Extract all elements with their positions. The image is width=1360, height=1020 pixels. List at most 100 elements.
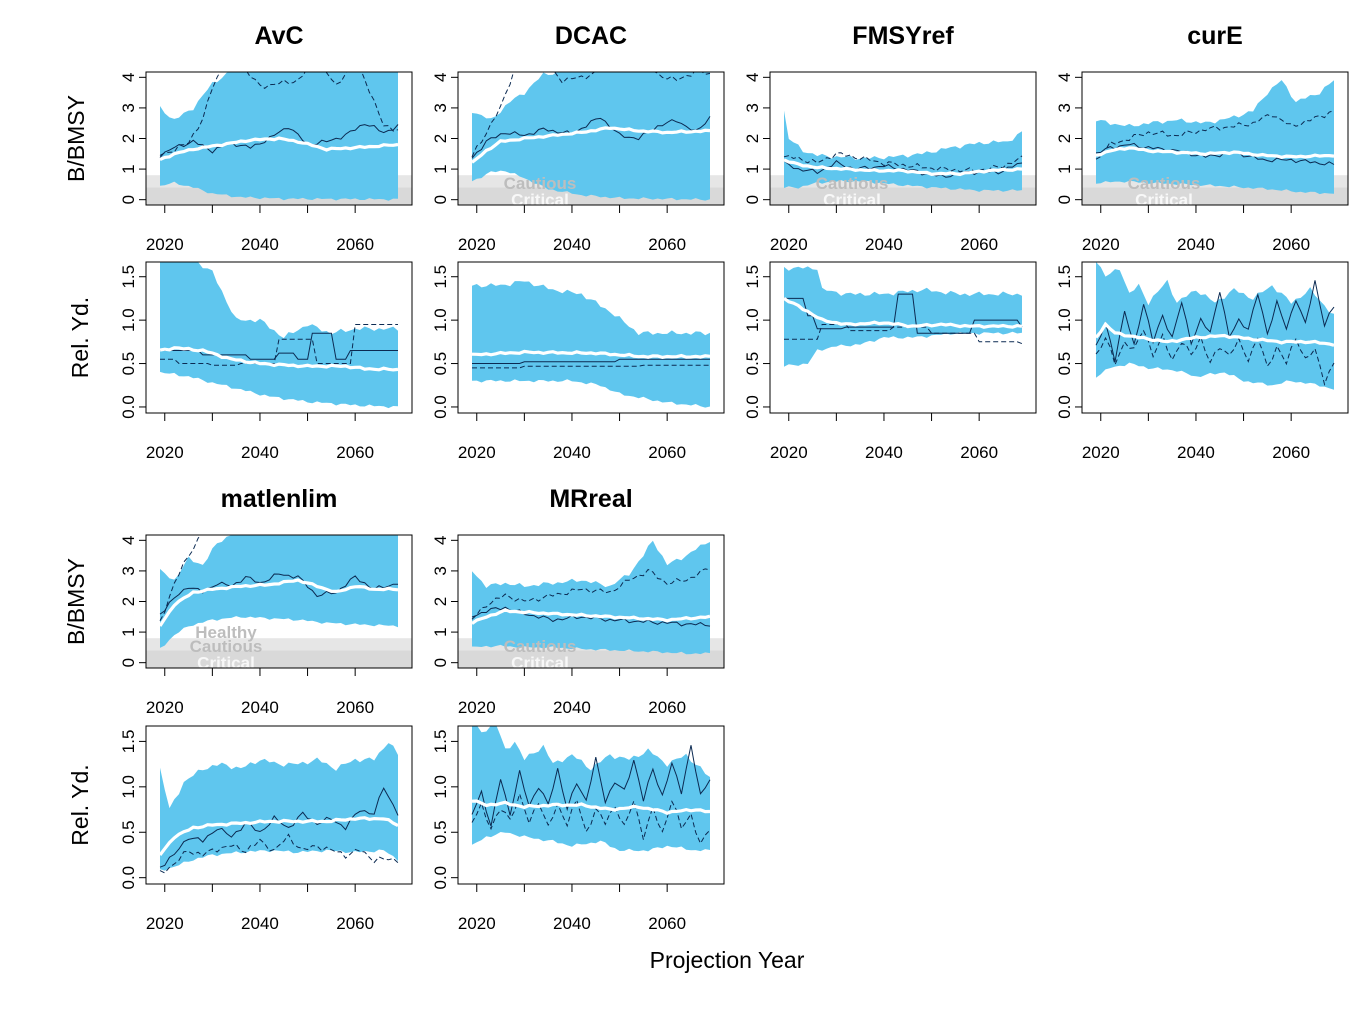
y-tick-label: 1 <box>743 164 762 173</box>
y-tick-label: 4 <box>743 73 762 82</box>
y-tick-label: 2 <box>431 134 450 143</box>
panel-frame <box>769 261 1037 414</box>
zone-label-healthy: Healthy <box>195 623 257 642</box>
y-tick-label: 2 <box>1055 134 1074 143</box>
zone-label-critical: Critical <box>197 654 255 673</box>
mp-title: AvC <box>254 22 303 50</box>
y-tick-label: 1 <box>119 164 138 173</box>
panel-y-mrreal: 0.0 0.5 1.0 1.5 2020 2040 2060 <box>431 725 725 933</box>
zone-label-cautious: Cautious <box>1128 174 1201 193</box>
y-tick-label: 0.0 <box>1055 395 1074 419</box>
x-tick-label: 2040 <box>865 443 903 462</box>
y-tick-label: 3 <box>1055 103 1074 112</box>
panel-y-fmsyref: 0.0 0.5 1.0 1.5 2020 2040 2060 <box>743 261 1037 462</box>
x-tick-label: 2020 <box>146 698 184 717</box>
y-tick-label: 1.5 <box>1055 265 1074 289</box>
y-tick-label: 0.5 <box>1055 352 1074 376</box>
x-tick-label: 2020 <box>1082 443 1120 462</box>
worm-line-dashed <box>471 568 711 620</box>
mp-title: FMSYref <box>852 22 954 50</box>
median-line <box>471 799 711 816</box>
x-axis-title: Projection Year <box>650 947 805 973</box>
zone-label-cautious: Cautious <box>504 637 577 656</box>
x-tick-label: 2060 <box>336 914 374 933</box>
x-tick-label: 2060 <box>336 698 374 717</box>
y-tick-label: 1.5 <box>431 265 450 289</box>
y-tick-label: 1.0 <box>119 308 138 332</box>
worm-line-dashed <box>784 324 1023 345</box>
uncertainty-band <box>784 110 1022 192</box>
zone-label-cautious: Cautious <box>190 637 263 656</box>
x-tick-label: 2040 <box>553 235 591 254</box>
y-axis-title-yield: Rel. Yd. <box>67 764 93 845</box>
y-tick-label: 1 <box>431 164 450 173</box>
uncertainty-band <box>160 535 398 648</box>
y-tick-label: 1.5 <box>431 730 450 754</box>
y-tick-label: 1.0 <box>119 775 138 799</box>
median-line <box>471 126 711 164</box>
uncertainty-band <box>160 743 398 871</box>
mp-title: DCAC <box>555 22 627 50</box>
median-line <box>783 297 1023 329</box>
panel-y-cure: 0.0 0.5 1.0 1.5 2020 2040 2060 <box>1055 261 1349 462</box>
y-tick-label: 0.5 <box>119 352 138 376</box>
y-tick-label: 1.5 <box>119 265 138 289</box>
x-tick-label: 2020 <box>146 443 184 462</box>
y-tick-label: 3 <box>743 103 762 112</box>
x-tick-label: 2020 <box>770 443 808 462</box>
mp-title: curE <box>1187 22 1243 50</box>
median-line <box>1095 146 1335 159</box>
panel-frame <box>1081 261 1349 414</box>
x-tick-label: 2060 <box>1272 235 1310 254</box>
zone-critical <box>458 650 724 668</box>
y-axis-title-biomass: B/BMSY <box>63 558 89 645</box>
y-tick-label: 0.0 <box>119 395 138 419</box>
zone-label-critical: Critical <box>823 191 881 210</box>
worm-line-solid <box>784 293 1023 334</box>
x-tick-label: 2020 <box>458 698 496 717</box>
y-tick-label: 1.0 <box>431 308 450 332</box>
x-tick-label: 2040 <box>241 914 279 933</box>
x-tick-label: 2020 <box>146 914 184 933</box>
y-tick-label: 0 <box>119 658 138 667</box>
y-tick-label: 1.0 <box>431 775 450 799</box>
worm-line-solid <box>159 573 399 615</box>
median-line <box>1094 321 1335 347</box>
panel-b-avc: 0 1 2 3 4 2020 2040 2060 <box>119 71 413 254</box>
y-tick-label: 4 <box>431 536 450 545</box>
y-tick-label: 0 <box>1055 195 1074 204</box>
x-tick-label: 2060 <box>1272 443 1310 462</box>
y-tick-label: 0.5 <box>431 352 450 376</box>
median-line <box>158 816 399 856</box>
panel-frame <box>457 725 725 885</box>
panel-y-dcac: 0.0 0.5 1.0 1.5 2020 2040 2060 <box>431 261 725 462</box>
y-tick-label: 2 <box>431 597 450 606</box>
y-tick-label: 0 <box>431 658 450 667</box>
worm-line-dashed <box>783 152 1023 173</box>
worm-line-solid <box>472 358 710 364</box>
y-tick-label: 1.0 <box>743 308 762 332</box>
uncertainty-band <box>472 540 710 655</box>
x-tick-label: 2020 <box>458 914 496 933</box>
mp-title: matlenlim <box>221 485 338 513</box>
zone-label-critical: Critical <box>511 654 569 673</box>
y-axis-title-biomass: B/BMSY <box>63 95 89 182</box>
uncertainty-band <box>1096 262 1334 390</box>
y-tick-label: 0.5 <box>119 820 138 844</box>
zone-label-critical: Critical <box>511 191 569 210</box>
panel-y-matlenlim: 0.0 0.5 1.0 1.5 2020 2040 2060 <box>119 725 413 933</box>
zone-cautious <box>146 638 412 651</box>
worm-line-dashed <box>160 324 398 366</box>
uncertainty-band <box>784 266 1022 367</box>
y-tick-label: 0.0 <box>119 866 138 890</box>
y-tick-label: 3 <box>431 103 450 112</box>
mp-title: MRreal <box>549 485 632 513</box>
y-tick-label: 3 <box>431 566 450 575</box>
worm-line-solid <box>471 116 711 159</box>
uncertainty-band <box>472 281 710 408</box>
y-tick-label: 4 <box>119 536 138 545</box>
y-tick-label: 2 <box>119 134 138 143</box>
